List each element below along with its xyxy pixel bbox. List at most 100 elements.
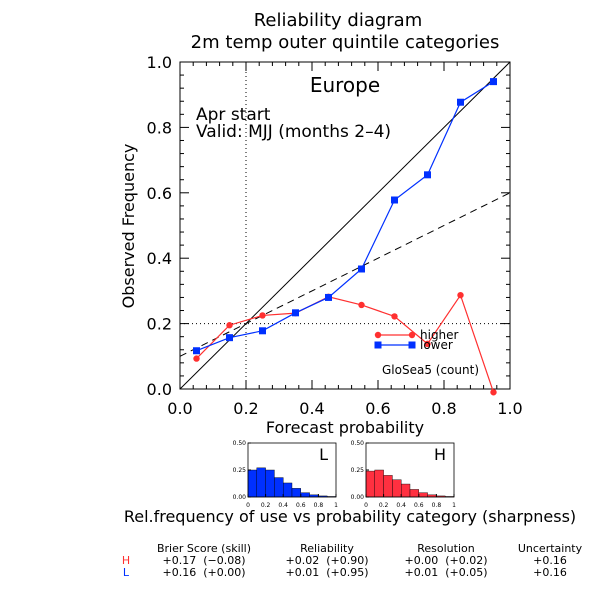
legend-label-lower: lower [420,338,453,352]
sharpness-bar [283,482,293,498]
model-label: GloSea5 (count) [382,363,479,377]
sharpness-bar [418,492,428,498]
start-label: Apr start [196,105,271,125]
y-tick-label: 0.8 [147,118,172,137]
sharpness-panel-label: H [434,445,446,464]
y-tick-label: 0.2 [147,315,172,334]
sharpness-x-tick-label: 0 [364,502,368,509]
sharpness-y-tick-label: 0.25 [351,467,365,474]
sharpness-y-tick-label: 0.50 [351,440,365,447]
x-tick-label: 1.0 [497,399,522,418]
data-point-higher [457,291,464,299]
score-cell: +0.17 (−0.08) [163,554,246,567]
no-skill-line [179,192,511,357]
x-tick-label: 0.8 [431,399,456,418]
x-tick-label: 0.4 [299,399,324,418]
sharpness-y-tick-label: 0.00 [233,494,247,501]
sharpness-x-tick-label: 1 [452,502,456,509]
sharpness-bar [374,469,384,498]
y-tick-label: 1.0 [147,53,172,72]
data-point-higher [259,312,266,319]
sharpness-panel-label: L [319,445,328,464]
legend-marker-lower [374,341,382,349]
sharpness-bar [300,492,310,498]
y-axis-label: Observed Frequency [119,144,138,309]
data-point-lower [292,309,299,317]
data-point-higher [424,340,431,348]
data-point-lower [325,293,332,301]
sharpness-bar [256,467,266,498]
sharpness-y-tick-label: 0.50 [233,440,247,447]
sharpness-x-tick-label: 1 [334,502,338,509]
data-point-lower [391,196,398,204]
sharpness-bar [401,483,411,498]
data-point-lower [490,78,497,86]
data-series [193,78,497,396]
sharpness-histograms: 0 0.2 0.4 0.6 0.8 1 0.00 0.25 0.50 L 0 0.2 0.4 0.6 0.8… [233,440,456,509]
x-tick-label: 0.0 [167,399,192,418]
sharpness-x-tick-label: 0.2 [379,502,389,509]
sharpness-bar [247,469,258,498]
scores-table: Brier Score (skill) Reliability Resolution… [122,542,583,579]
sharpness-x-tick-label: 0.6 [414,502,424,509]
region-label: Europe [310,73,380,97]
score-cell: +0.00 (+0.02) [405,554,488,567]
score-header: Brier Score (skill) [157,542,251,555]
score-cell: +0.02 (+0.90) [286,554,369,567]
score-row-label: H [122,554,130,567]
score-cell: +0.16 [533,566,567,579]
data-point-higher [358,301,365,309]
score-row-label: L [123,566,130,579]
sharpness-caption: Rel.frequency of use vs probability cate… [124,507,576,526]
perfect-reliability-line [179,61,511,390]
sharpness-bar [291,488,302,498]
reliability-plot: 0.0 0.2 0.4 0.6 0.8 1.0 0.0 0.2 0.4 0.6 0.8 1.0 Eur… [119,53,523,437]
sharpness-bar [392,479,402,498]
data-point-lower [424,171,431,179]
plot-frame [179,61,511,390]
sharpness-x-tick-label: 0.2 [261,502,271,509]
x-tick-label: 0.2 [233,399,258,418]
score-header: Uncertainty [518,542,583,555]
data-point-higher [391,313,398,320]
score-header: Reliability [300,542,354,555]
data-point-higher [490,389,497,396]
sharpness-bar [274,477,284,498]
score-cell: +0.16 [533,554,567,567]
axis-ticks: 0.0 0.2 0.4 0.6 0.8 1.0 0.0 0.2 0.4 0.6 0.8 1.0 [147,53,523,418]
x-axis-label: Forecast probability [266,418,424,437]
y-tick-label: 0.4 [147,249,172,268]
chart-title-line2: 2m temp outer quintile categories [191,32,500,53]
valid-label: Valid: MJJ (months 2–4) [196,122,391,142]
sharpness-bar [383,475,393,498]
reference-lines [179,61,511,390]
data-point-lower [259,327,266,335]
sharpness-panel-H: 0 0.2 0.4 0.6 0.8 1 0.00 0.25 0.50 H [351,440,456,509]
sharpness-bar [365,470,376,498]
sharpness-bar [409,489,420,498]
sharpness-x-tick-label: 0.4 [396,502,406,509]
score-cell: +0.01 (+0.95) [286,566,369,579]
legend-marker-higher [408,331,416,339]
sharpness-y-tick-label: 0.00 [351,494,365,501]
data-point-lower [226,334,233,342]
sharpness-bar [265,469,275,498]
sharpness-y-tick-label: 0.25 [233,467,247,474]
data-point-lower [358,265,365,273]
score-cell: +0.01 (+0.05) [405,566,488,579]
data-point-lower [457,98,464,106]
score-header: Resolution [417,542,475,555]
sharpness-x-tick-label: 0 [246,502,250,509]
legend-marker-higher [374,331,382,339]
sharpness-panel-L: 0 0.2 0.4 0.6 0.8 1 0.00 0.25 0.50 L [233,440,338,509]
data-point-higher [193,355,200,362]
series-line-higher [196,293,495,393]
y-tick-label: 0.6 [147,184,172,203]
legend-label-higher: higher [420,328,459,342]
sharpness-x-tick-label: 0.4 [278,502,288,509]
data-point-lower [193,347,200,355]
sharpness-x-tick-label: 0.8 [314,502,324,509]
series-line-lower [196,81,494,352]
